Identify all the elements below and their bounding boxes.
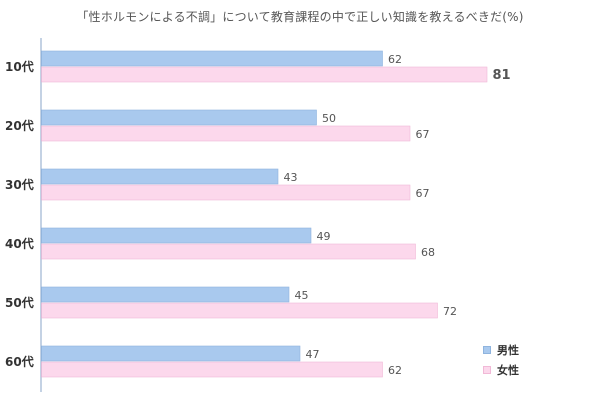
chart-title: 「性ホルモンによる不調」について教育課程の中で正しい知識を教えるべきだ(%) [76, 10, 524, 24]
legend: 男性 女性 [483, 340, 519, 380]
category-label: 20代 [5, 118, 34, 133]
data-label-male: 49 [317, 230, 331, 243]
category-label: 10代 [5, 59, 34, 74]
category-label: 50代 [5, 295, 34, 310]
legend-label-male: 男性 [497, 344, 519, 357]
data-label-female: 81 [493, 68, 511, 83]
bar-female [41, 361, 383, 378]
bar-female [41, 125, 411, 142]
data-label-male: 43 [284, 171, 298, 184]
bar-female [41, 243, 416, 260]
legend-swatch-female [483, 366, 491, 374]
bar-male [41, 227, 312, 244]
bar-female [41, 302, 438, 319]
bar-male [41, 286, 290, 303]
legend-swatch-male [483, 346, 491, 354]
legend-item-male: 男性 [483, 340, 519, 360]
category-label: 30代 [5, 177, 34, 192]
bar-female [41, 66, 488, 83]
bar-male [41, 345, 301, 362]
bar-male [41, 109, 317, 126]
data-label-male: 47 [306, 348, 320, 361]
data-label-female: 68 [421, 246, 435, 259]
bar-male [41, 168, 279, 185]
data-label-female: 67 [416, 128, 430, 141]
data-label-male: 45 [295, 289, 309, 302]
bar-male [41, 50, 383, 67]
category-label: 60代 [5, 354, 34, 369]
legend-item-female: 女性 [483, 360, 519, 380]
data-label-male: 62 [388, 53, 402, 66]
data-label-female: 72 [443, 305, 457, 318]
data-label-female: 67 [416, 187, 430, 200]
data-label-male: 50 [322, 112, 336, 125]
bar-female [41, 184, 411, 201]
legend-label-female: 女性 [497, 364, 519, 377]
category-label: 40代 [5, 236, 34, 251]
data-label-female: 62 [388, 364, 402, 377]
